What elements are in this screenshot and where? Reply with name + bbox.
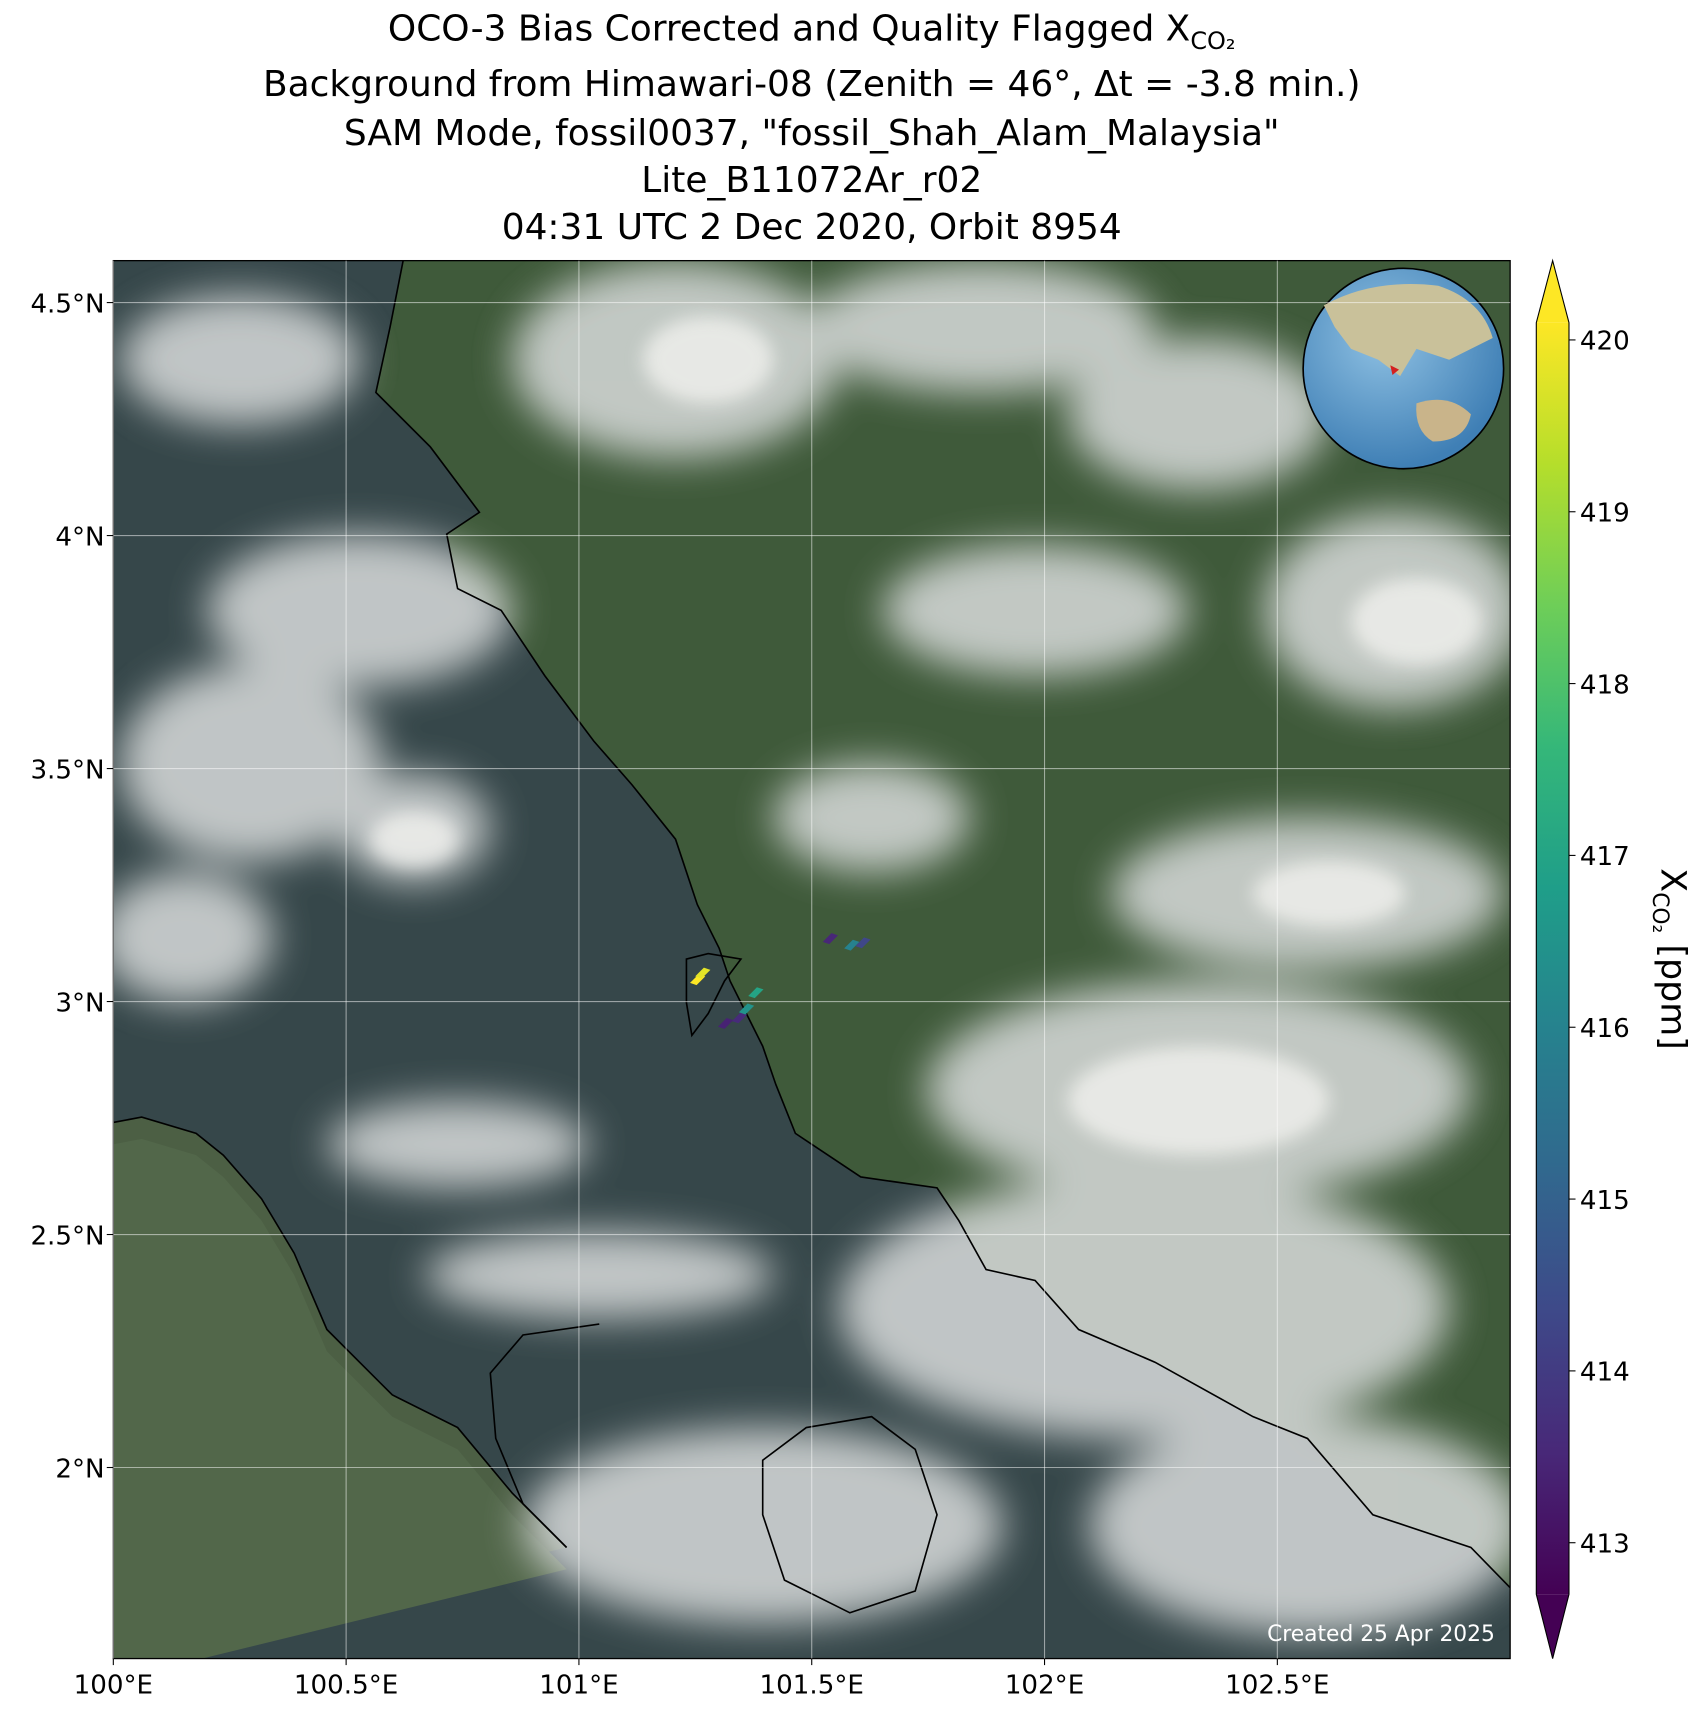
title-line: SAM Mode, fossil0037, "fossil_Shah_Alam_… — [344, 113, 1280, 154]
colorbar-tick-label: 413 — [1580, 1530, 1630, 1560]
y-tick-label: 3°N — [55, 988, 104, 1018]
x-tick-label: 102.5°E — [1225, 1670, 1329, 1700]
y-tick-label: 2°N — [55, 1454, 104, 1484]
sounding — [844, 939, 860, 951]
sounding — [731, 1012, 748, 1024]
colorbar-tick-label: 417 — [1580, 842, 1630, 872]
sounding — [738, 1003, 755, 1015]
colorbar-label: XCO₂ [ppm] — [1647, 868, 1693, 1049]
colorbar-tick-label: 416 — [1580, 1014, 1630, 1044]
sounding — [855, 937, 871, 949]
x-tick-label: 101.5°E — [760, 1670, 864, 1700]
title-line: Background from Himawari-08 (Zenith = 46… — [263, 64, 1360, 105]
colorbar-label-symbol: X — [1653, 868, 1693, 892]
inset-globe — [1302, 267, 1505, 470]
credit: Created 25 Apr 2025 — [1267, 1622, 1495, 1647]
colorbar-tick-label: 419 — [1580, 499, 1630, 529]
colorbar-extend-min — [1536, 1594, 1569, 1659]
title-line: Lite_B11072Ar_r02 — [641, 160, 982, 201]
title-text: OCO-3 Bias Corrected and Quality Flagged… — [388, 9, 1190, 50]
sounding — [822, 933, 838, 945]
y-tick-label: 2.5°N — [30, 1221, 104, 1251]
y-tick-label: 4.5°N — [30, 289, 104, 319]
title-line: 04:31 UTC 2 Dec 2020, Orbit 8954 — [502, 207, 1122, 248]
colorbar-tick-label: 418 — [1580, 670, 1630, 700]
colorbar-label-subscript: CO₂ — [1647, 892, 1672, 933]
title-subscript: CO₂ — [1190, 27, 1235, 55]
sounding — [717, 1017, 734, 1029]
sounding — [695, 967, 711, 979]
y-tick-label: 3.5°N — [30, 755, 104, 785]
colorbar-tick-label: 415 — [1580, 1186, 1630, 1216]
x-tick-label: 100°E — [74, 1670, 153, 1700]
colorbar-extend-max — [1536, 260, 1569, 323]
sounding — [748, 987, 764, 999]
colorbar-outline — [1535, 258, 1570, 1659]
colorbar-label-units: [ppm] — [1653, 933, 1693, 1049]
colorbar-tick-label: 420 — [1580, 327, 1630, 357]
colorbar-tick-label: 414 — [1580, 1358, 1630, 1388]
x-tick-label: 100.5°E — [294, 1670, 398, 1700]
title-line: OCO-3 Bias Corrected and Quality Flagged… — [388, 9, 1236, 56]
x-tick-label: 102°E — [1005, 1670, 1084, 1700]
y-tick-label: 4°N — [55, 522, 104, 552]
x-tick-label: 101°E — [539, 1670, 618, 1700]
colorbar — [1536, 322, 1569, 1595]
